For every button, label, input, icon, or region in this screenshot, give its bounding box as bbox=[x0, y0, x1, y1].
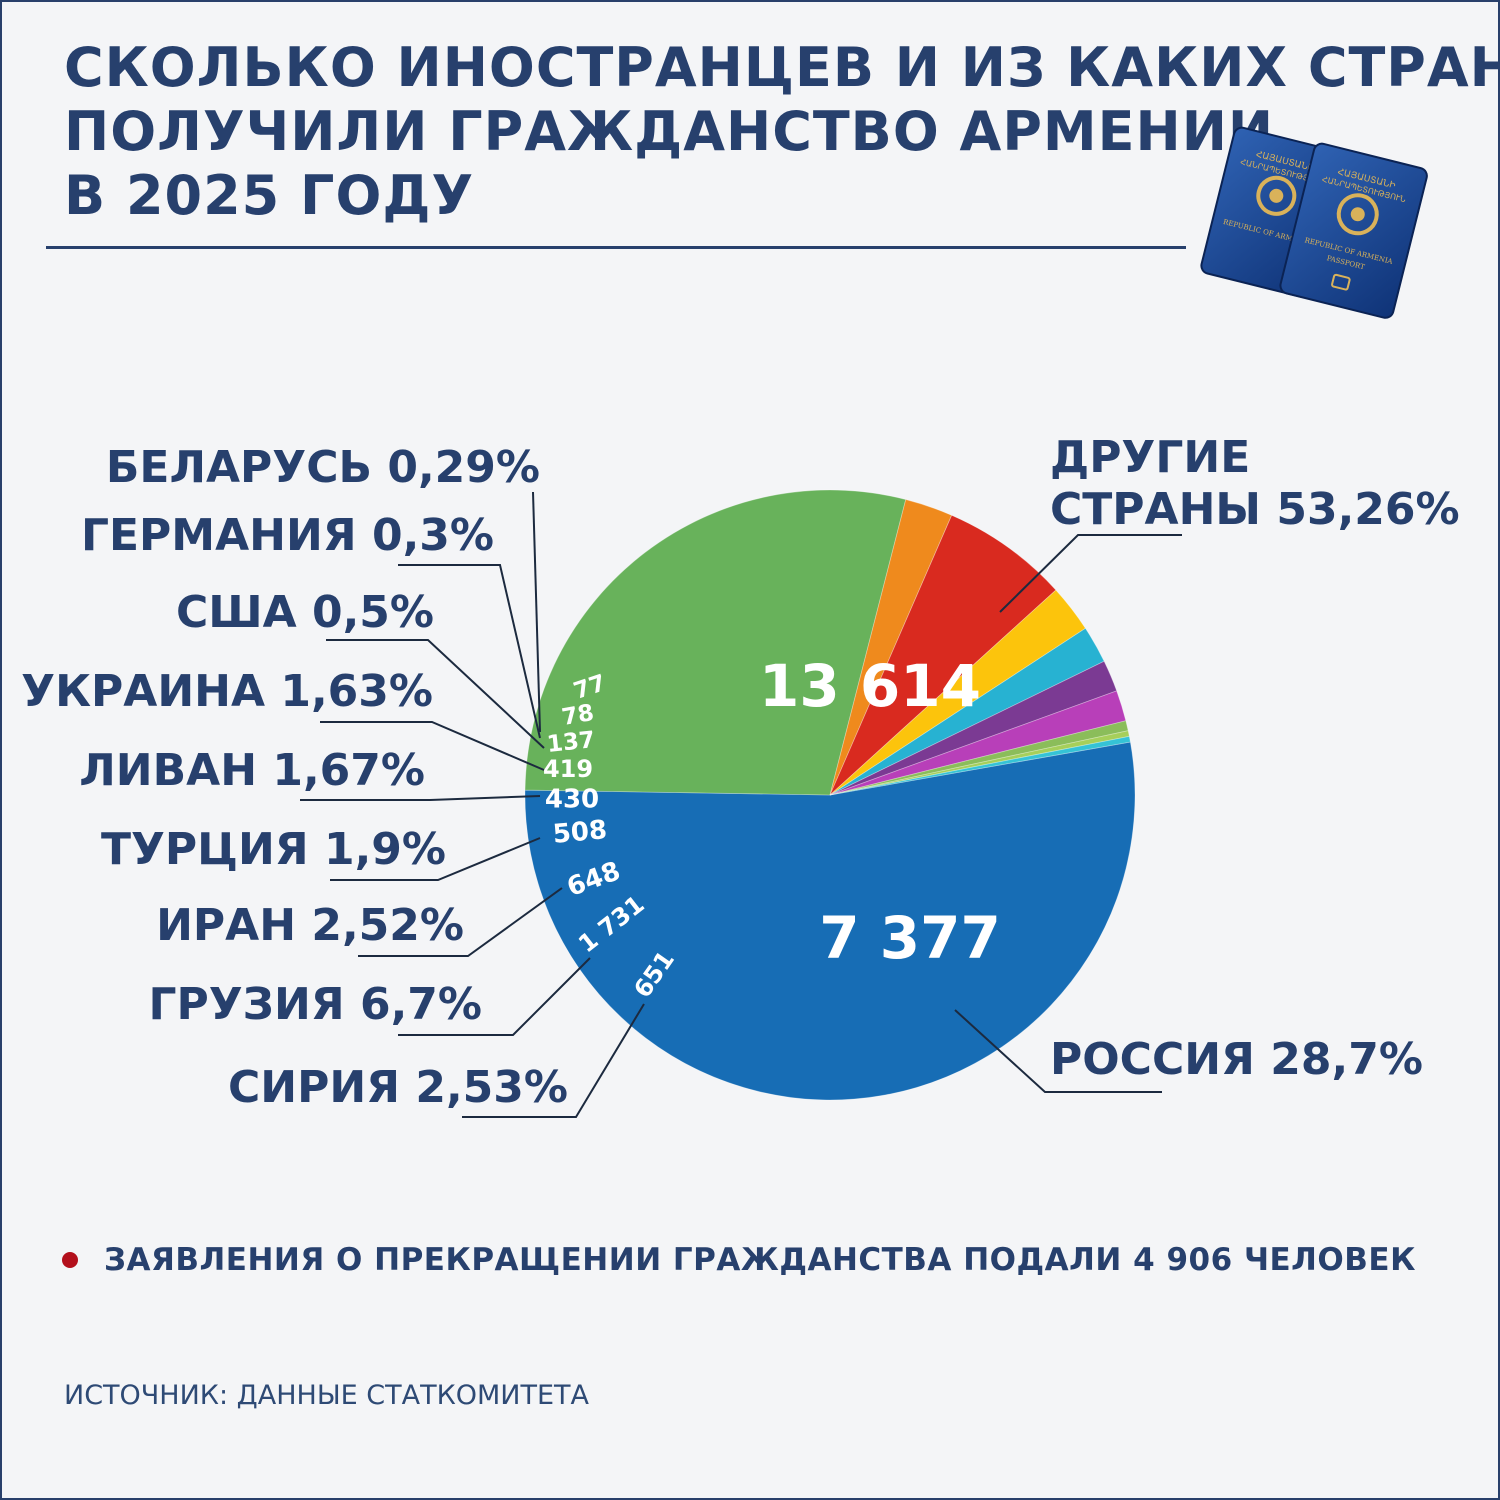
title-line-2: ПОЛУЧИЛИ ГРАЖДАНСТВО АРМЕНИИ bbox=[64, 100, 1275, 163]
pie-slice-6 bbox=[829, 660, 1118, 796]
category-label-россия: РОССИЯ 28,7% bbox=[1050, 1034, 1423, 1085]
leader-line-0 bbox=[999, 534, 1182, 613]
pie-slice-3 bbox=[829, 514, 1057, 796]
footnote: ЗАЯВЛЕНИЯ О ПРЕКРАЩЕНИИ ГРАЖДАНСТВА ПОДА… bbox=[62, 1238, 1416, 1282]
leader-line-4 bbox=[358, 887, 563, 957]
title-line-3: В 2025 ГОДУ bbox=[64, 164, 475, 227]
category-label-украина: УКРАИНА 1,63% bbox=[21, 666, 433, 717]
category-label-ливан: ЛИВАН 1,67% bbox=[79, 745, 425, 796]
leader-line-6 bbox=[300, 795, 541, 801]
title-line-1: СКОЛЬКО ИНОСТРАНЦЕВ И ИЗ КАКИХ СТРАН bbox=[64, 36, 1500, 99]
value-label-5: 508 bbox=[552, 815, 609, 850]
category-label-грузия: ГРУЗИЯ 6,7% bbox=[148, 979, 482, 1030]
pie-slice-2 bbox=[829, 499, 953, 796]
source-note: ИСТОЧНИК: ДАННЫЕ СТАТКОМИТЕТА bbox=[64, 1380, 590, 1411]
category-label-другие: ДРУГИЕ СТРАНЫ 53,26% bbox=[1050, 432, 1460, 535]
category-label-турция: ТУРЦИЯ 1,9% bbox=[101, 824, 446, 875]
category-label-line: СТРАНЫ 53,26% bbox=[1050, 484, 1460, 535]
title-rule bbox=[46, 246, 1186, 249]
footnote-text: ЗАЯВЛЕНИЯ О ПРЕКРАЩЕНИИ ГРАЖДАНСТВА ПОДА… bbox=[104, 1242, 1416, 1278]
category-label-line: ДРУГИЕ bbox=[1050, 432, 1250, 483]
leader-line-9 bbox=[398, 564, 541, 739]
pie-slice-10 bbox=[829, 735, 1131, 796]
value-label-0: 13 614 bbox=[759, 652, 981, 720]
leader-line-8 bbox=[326, 639, 545, 749]
pie-slice-0 bbox=[524, 741, 1136, 1101]
category-label-германия: ГЕРМАНИЯ 0,3% bbox=[81, 510, 494, 561]
value-label-1: 7 377 bbox=[819, 904, 1001, 972]
pie-slice-8 bbox=[829, 720, 1129, 796]
bullet-dot-icon bbox=[62, 1252, 78, 1268]
value-label-9: 78 bbox=[560, 700, 596, 731]
leader-line-2 bbox=[462, 1003, 645, 1118]
pie-slice-9 bbox=[829, 730, 1130, 796]
pie-slice-7 bbox=[829, 690, 1127, 796]
leader-line-10 bbox=[532, 491, 541, 733]
value-label-7: 419 bbox=[543, 755, 593, 783]
leader-line-1 bbox=[954, 1009, 1162, 1093]
category-label-беларусь: БЕЛАРУСЬ 0,29% bbox=[106, 442, 540, 493]
category-label-сирия: СИРИЯ 2,53% bbox=[228, 1062, 568, 1113]
category-label-иран: ИРАН 2,52% bbox=[156, 900, 464, 951]
leader-line-5 bbox=[330, 837, 541, 881]
value-label-8: 137 bbox=[546, 727, 596, 758]
page-title: СКОЛЬКО ИНОСТРАНЦЕВ И ИЗ КАКИХ СТРАН ПОЛ… bbox=[64, 36, 1500, 228]
pie-slice-5 bbox=[829, 627, 1105, 796]
leader-line-3 bbox=[398, 957, 591, 1036]
value-label-6: 430 bbox=[545, 785, 599, 815]
category-label-сша: США 0,5% bbox=[176, 587, 434, 638]
pie-slice-4 bbox=[829, 589, 1086, 796]
leader-line-7 bbox=[320, 721, 545, 771]
passport-icon: ՀԱՅԱՍՏԱՆԻ ՀԱՆՐԱՊԵՏՈՒԹՅՈՒՆ REPUBLIC OF AR… bbox=[1200, 126, 1428, 319]
